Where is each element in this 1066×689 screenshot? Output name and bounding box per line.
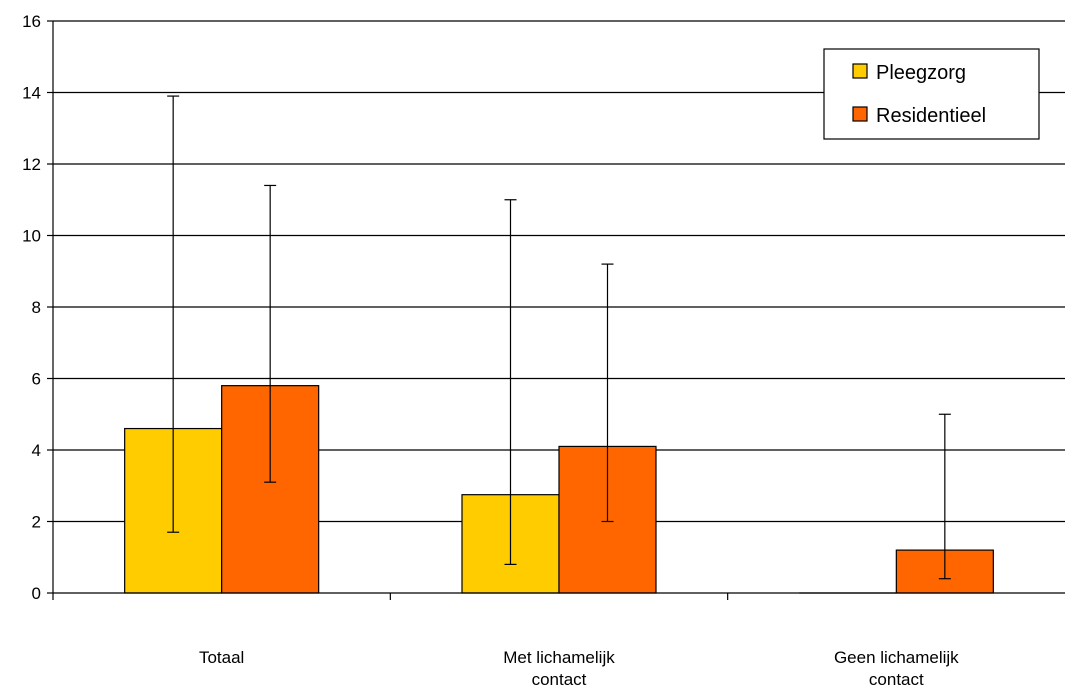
error-bar-residentieel-2	[938, 413, 951, 580]
y-tick-label: 8	[32, 298, 41, 317]
category-labels: Totaal Met lichamelijk contact Geen lichame…	[199, 648, 959, 689]
error-bar-residentieel-0	[264, 184, 277, 483]
y-tick-label: 10	[22, 227, 41, 246]
legend: Pleegzorg Residentieel	[823, 48, 1040, 140]
category-label: Met lichamelijk contact	[503, 648, 615, 689]
error-bar-pleegzorg-1	[504, 199, 517, 566]
y-tick-label: 14	[22, 84, 41, 103]
axes	[47, 20, 1065, 600]
legend-swatch-residentieel	[852, 106, 868, 122]
category-label: Totaal	[199, 648, 244, 667]
category-label: Geen lichamelijk contact	[834, 648, 959, 689]
legend-label-residentieel: Residentieel	[876, 105, 986, 127]
legend-label-pleegzorg: Pleegzorg	[876, 62, 966, 84]
y-tick-label: 6	[32, 370, 41, 389]
error-bar-residentieel-1	[601, 263, 614, 523]
y-tick-label: 16	[22, 12, 41, 31]
y-tick-labels: 0 2 4 6 8 10 12 14 16	[22, 12, 41, 603]
y-tick-label: 2	[32, 513, 41, 532]
bars	[124, 385, 994, 594]
error-bar-pleegzorg-0	[167, 95, 180, 533]
legend-swatch-pleegzorg	[852, 63, 868, 79]
y-tick-label: 12	[22, 155, 41, 174]
y-tick-label: 0	[32, 584, 41, 603]
error-bars	[167, 95, 951, 580]
y-tick-label: 4	[32, 441, 41, 460]
